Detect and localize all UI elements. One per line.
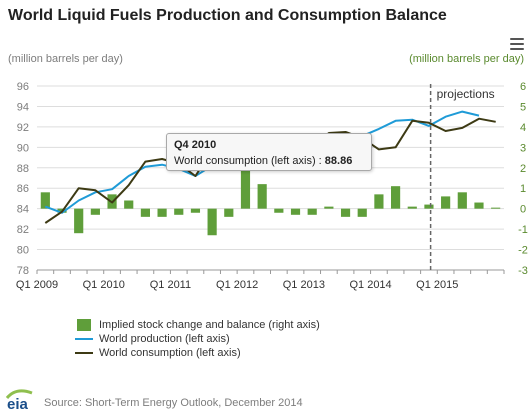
bar [391,186,401,209]
tooltip-label: World consumption (left axis) : [174,155,325,167]
left-tick-label: 94 [17,101,29,113]
bar [207,208,217,236]
legend-swatch-production [75,338,93,340]
legend-label-stock-change: Implied stock change and balance (right … [99,319,320,331]
right-tick-label: -3 [518,265,528,277]
bar [307,208,317,215]
legend-label-consumption: World consumption (left axis) [99,347,241,359]
bar [424,204,434,209]
bar [474,202,484,209]
right-tick-label: 4 [520,122,526,134]
left-axis-unit-label: (million barrels per day) [8,53,123,65]
tooltip-value: 88.86 [324,155,353,167]
legend-item-stock-change[interactable]: Implied stock change and balance (right … [73,318,320,332]
chart-menu-icon[interactable] [510,38,524,50]
x-tick-label: Q1 2009 [16,279,58,291]
left-tick-label: 90 [17,142,29,154]
bar [157,208,167,217]
right-tick-label: 1 [520,183,526,195]
left-tick-label: 84 [17,204,29,216]
left-tick-label: 78 [17,265,29,277]
legend-label-production: World production (left axis) [99,333,230,345]
tooltip-title: Q4 2010 [174,139,217,151]
bar [240,167,251,209]
right-tick-label: 2 [520,163,526,175]
left-tick-label: 92 [17,122,29,134]
bar [40,192,50,209]
tooltip: Q4 2010 World consumption (left axis) : … [166,133,372,171]
source-note: Source: Short-Term Energy Outlook, Decem… [44,397,303,409]
right-tick-label: 6 [520,81,526,93]
bar [441,196,451,209]
right-tick-label: 3 [520,142,526,154]
bar [190,208,201,213]
bar [290,208,301,215]
bar [357,208,367,217]
legend-item-production[interactable]: World production (left axis) [73,332,320,346]
left-tick-label: 96 [17,81,29,93]
x-tick-label: Q1 2014 [349,279,391,291]
tooltip-line: World consumption (left axis) : 88.86 [174,153,364,169]
left-tick-label: 82 [17,224,29,236]
legend-swatch-consumption [75,352,93,354]
legend-item-consumption[interactable]: World consumption (left axis) [73,346,320,360]
left-tick-label: 88 [17,163,29,175]
x-tick-label: Q1 2015 [416,279,458,291]
right-tick-label: -1 [518,224,528,236]
chart-title: World Liquid Fuels Production and Consum… [8,7,447,24]
right-tick-label: 5 [520,101,526,113]
right-axis-unit-label: (million barrels per day) [409,53,524,65]
bar [491,207,501,209]
chart-plot: 78 80 82 84 86 88 90 92 94 96 -3 -2 -1 0 1 2 3 4 5 6 Q1 2009… [16,81,528,291]
bar [90,208,100,215]
x-tick-label: Q1 2012 [216,279,258,291]
bar [74,208,84,234]
bar [340,208,351,217]
left-tick-label: 86 [17,183,29,195]
bar [174,208,184,215]
bar [124,200,134,209]
left-tick-label: 80 [17,245,29,257]
bar [140,208,150,217]
projections-label: projections [437,87,495,101]
x-tick-label: Q1 2011 [150,279,191,291]
bar [224,208,234,217]
right-tick-label: -2 [518,245,528,257]
eia-logo: eia [5,389,33,412]
bar [257,184,267,209]
x-tick-label: Q1 2010 [83,279,125,291]
bar [324,206,334,209]
legend-swatch-stock-change [77,319,91,331]
right-tick-label: 0 [520,204,526,216]
svg-text:eia: eia [7,396,29,412]
bar [274,208,284,213]
bar [407,206,417,209]
bar [457,192,467,209]
legend: Implied stock change and balance (right … [73,318,320,360]
x-tick-label: Q1 2013 [283,279,325,291]
bar [374,194,384,209]
footer: eia Source: Short-Term Energy Outlook, D… [0,386,532,412]
